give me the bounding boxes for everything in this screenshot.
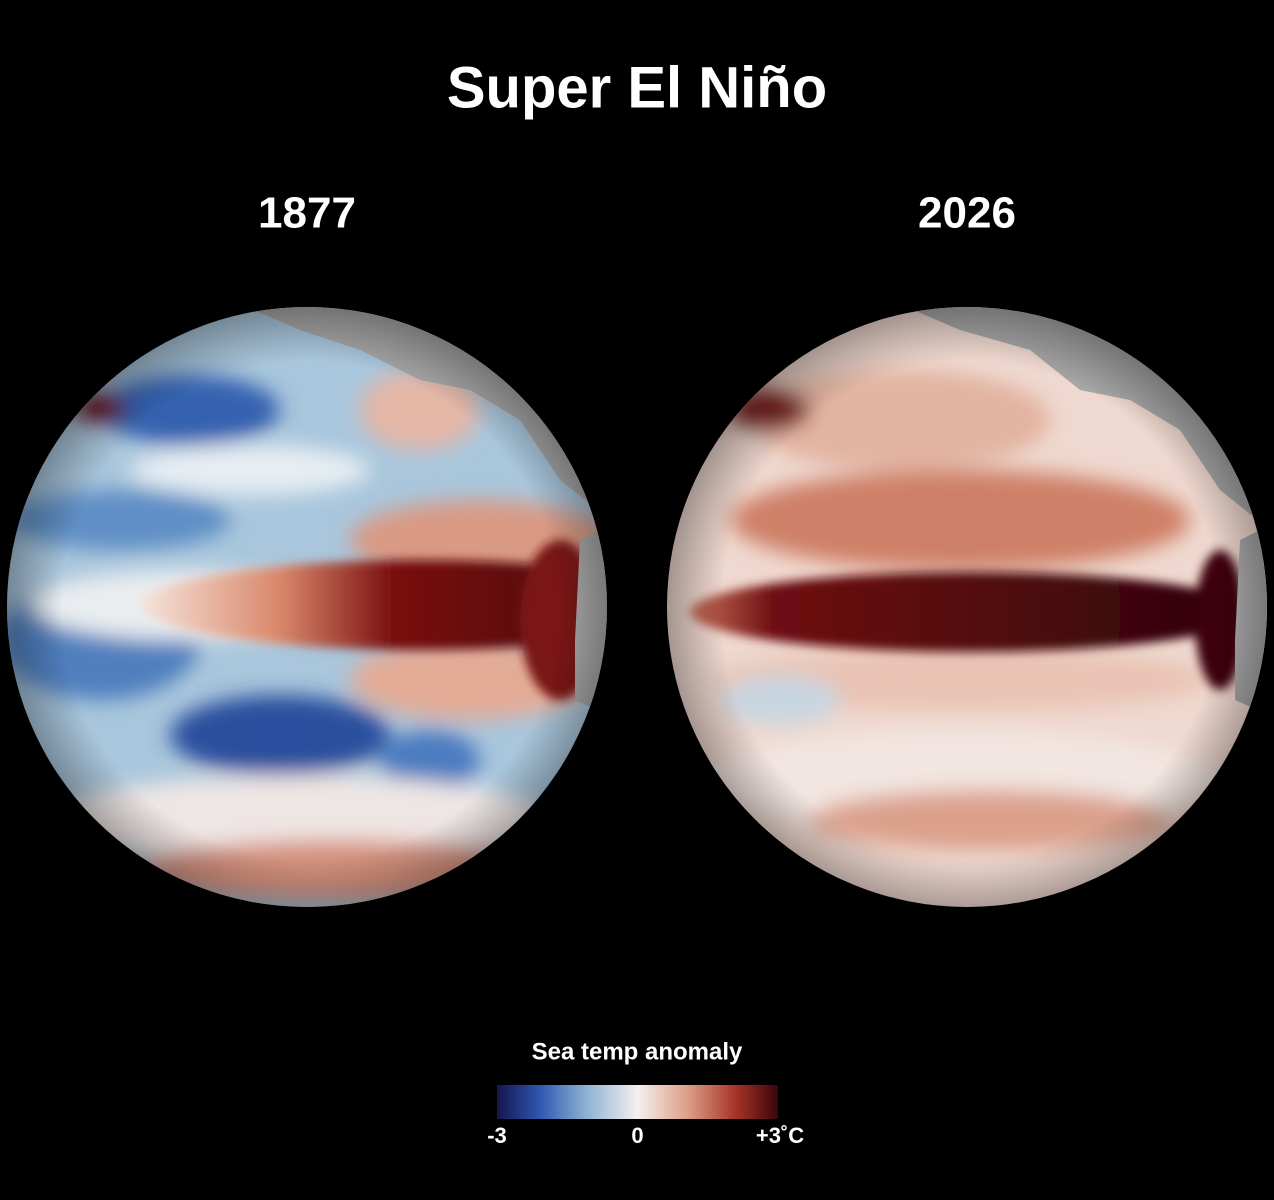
globe-label: 1877 xyxy=(258,189,356,238)
color-scale xyxy=(497,1085,778,1119)
scale-tick-label: +3˚C xyxy=(756,1123,804,1148)
globe-1877 xyxy=(7,307,607,907)
legend-title: Sea temp anomaly xyxy=(532,1038,743,1065)
scale-tick-label: 0 xyxy=(631,1123,643,1148)
title: Super El Niño xyxy=(447,55,827,120)
globe-2026 xyxy=(667,307,1267,907)
globe-label: 2026 xyxy=(918,189,1016,238)
scale-tick-label: -3 xyxy=(487,1123,507,1148)
